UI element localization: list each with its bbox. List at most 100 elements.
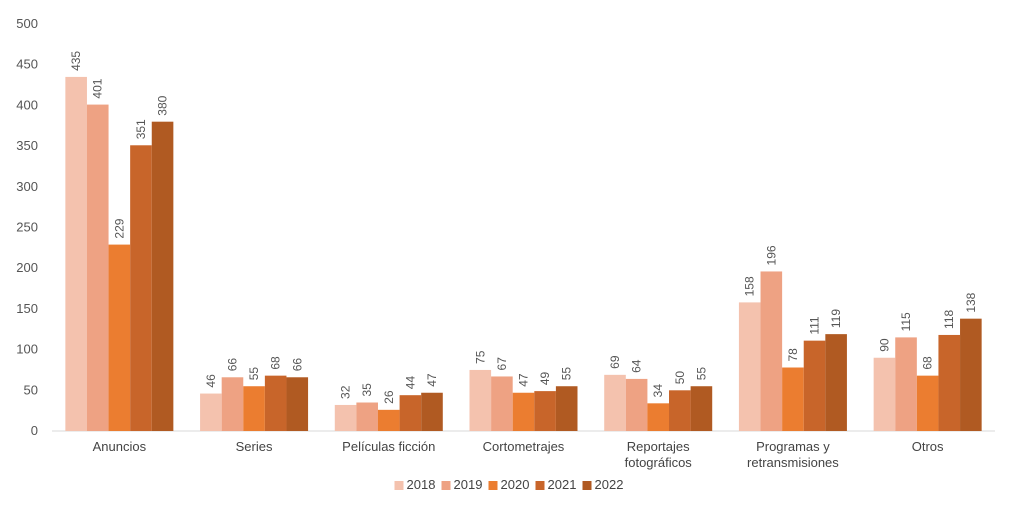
bar-2018 xyxy=(469,369,492,431)
x-tick-label: Anuncios xyxy=(93,439,147,454)
bar-2018 xyxy=(200,393,222,431)
bar-2021 xyxy=(264,375,287,431)
bar-2020 xyxy=(782,367,804,431)
bar-2019 xyxy=(760,271,783,431)
bar-2021 xyxy=(938,334,961,431)
data-label: 55 xyxy=(560,367,574,381)
data-label: 68 xyxy=(921,356,935,370)
y-axis: 0 50 100 150 200 250 300 350 400 450 500 xyxy=(16,16,38,438)
data-label: 351 xyxy=(134,119,148,139)
legend-swatch-2019 xyxy=(441,481,451,490)
legend-swatch-2018 xyxy=(394,481,404,490)
data-label: 196 xyxy=(764,245,778,265)
bar-2022 xyxy=(825,334,847,431)
y-tick-label: 0 xyxy=(31,423,38,438)
data-label: 49 xyxy=(538,371,552,385)
bar-2021 xyxy=(669,390,691,431)
x-tick-label: fotográficos xyxy=(625,455,693,470)
legend-swatch-2022 xyxy=(582,481,592,490)
data-label: 138 xyxy=(964,292,978,312)
data-label: 47 xyxy=(517,373,531,387)
y-tick-label: 200 xyxy=(16,260,38,275)
data-label: 111 xyxy=(808,316,822,335)
data-label: 50 xyxy=(673,371,687,385)
bar-2020 xyxy=(377,409,400,431)
bar-2022 xyxy=(151,121,174,432)
data-label: 35 xyxy=(360,383,374,397)
bar-2019 xyxy=(86,104,109,431)
y-tick-label: 450 xyxy=(16,57,38,72)
data-label: 34 xyxy=(651,384,665,398)
y-tick-label: 300 xyxy=(16,179,38,194)
legend-label: 2021 xyxy=(548,477,577,492)
x-tick-label: Series xyxy=(236,439,273,454)
bar-2020 xyxy=(108,244,131,431)
data-labels: 435 401 229 351 380 46 66 55 68 66 32 35 26 44 47 75 67 4… xyxy=(69,51,978,404)
data-label: 119 xyxy=(829,309,843,328)
data-label: 69 xyxy=(608,355,622,369)
bar-2022 xyxy=(690,386,713,431)
x-axis: Anuncios Series Películas ficción Cortometr… xyxy=(52,430,995,470)
y-tick-label: 250 xyxy=(16,220,38,235)
data-label: 32 xyxy=(339,385,353,399)
bar-2019 xyxy=(221,377,244,431)
bar-2018 xyxy=(334,404,357,431)
bar-2021 xyxy=(803,340,826,431)
bar-2019 xyxy=(491,376,513,431)
data-label: 55 xyxy=(247,367,261,381)
bar-2022 xyxy=(960,318,982,431)
x-tick-label: Cortometrajes xyxy=(483,439,565,454)
data-label: 64 xyxy=(630,359,644,373)
data-label: 380 xyxy=(156,95,170,115)
bar-2020 xyxy=(647,403,670,431)
data-label: 47 xyxy=(425,373,439,387)
data-label: 158 xyxy=(743,276,757,296)
data-label: 66 xyxy=(225,358,239,372)
bar-2018 xyxy=(65,76,87,431)
bar-2022 xyxy=(421,392,443,431)
y-tick-label: 350 xyxy=(16,138,38,153)
data-label: 118 xyxy=(942,309,956,328)
y-tick-label: 400 xyxy=(16,97,38,112)
bar-2018 xyxy=(604,374,626,431)
data-label: 229 xyxy=(112,218,126,238)
bar-2018 xyxy=(873,357,896,431)
x-tick-label: retransmisiones xyxy=(747,455,839,470)
legend-label: 2020 xyxy=(501,477,530,492)
data-label: 78 xyxy=(786,348,800,362)
bar-2020 xyxy=(243,386,265,431)
bars xyxy=(65,76,982,432)
bar-2020 xyxy=(916,375,939,431)
bar-2020 xyxy=(512,392,535,431)
data-label: 46 xyxy=(204,374,218,388)
bar-2021 xyxy=(130,145,152,431)
data-label: 90 xyxy=(877,338,891,352)
y-tick-label: 50 xyxy=(24,382,38,397)
bar-2019 xyxy=(895,337,917,431)
bar-2019 xyxy=(625,378,648,431)
data-label: 68 xyxy=(269,356,283,370)
y-tick-label: 100 xyxy=(16,342,38,357)
data-label: 75 xyxy=(473,350,487,364)
data-label: 67 xyxy=(495,357,509,371)
bar-2022 xyxy=(286,377,309,431)
data-label: 44 xyxy=(403,376,417,390)
bar-2021 xyxy=(399,395,422,431)
x-tick-label: Otros xyxy=(912,439,944,454)
bar-2018 xyxy=(738,302,761,431)
bar-2019 xyxy=(356,402,378,431)
x-tick-label: Reportajes xyxy=(627,439,690,454)
data-label: 55 xyxy=(694,367,708,381)
bar-2022 xyxy=(555,386,578,431)
y-tick-label: 500 xyxy=(16,16,38,31)
x-tick-label: Películas ficción xyxy=(342,439,435,454)
data-label: 435 xyxy=(69,51,83,71)
data-label: 401 xyxy=(91,78,105,98)
data-label: 115 xyxy=(899,312,913,331)
x-tick-label: Programas y xyxy=(756,439,830,454)
legend-label: 2022 xyxy=(595,477,624,492)
legend-label: 2019 xyxy=(454,477,483,492)
data-label: 26 xyxy=(382,390,396,404)
y-tick-label: 150 xyxy=(16,301,38,316)
